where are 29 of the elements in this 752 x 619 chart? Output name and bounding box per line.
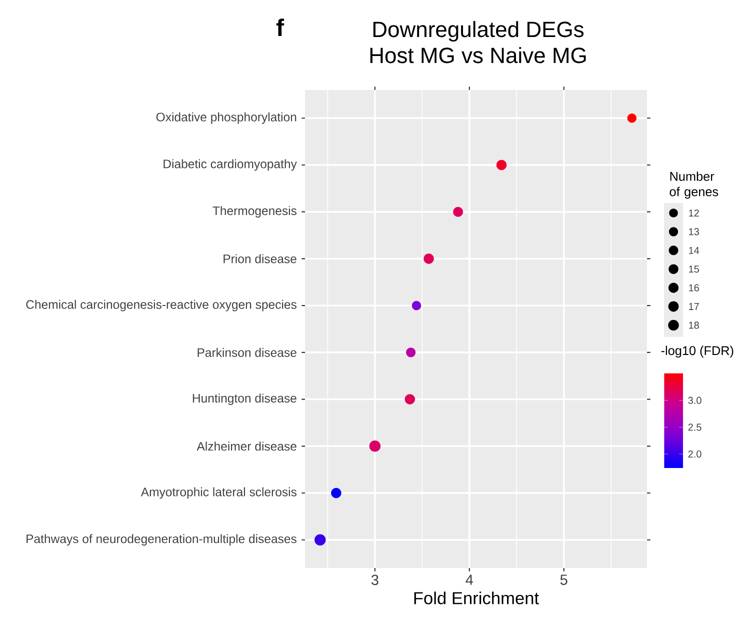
x-tick-label: 4 <box>466 574 474 585</box>
y-tick-label: Thermogenesis <box>212 206 296 218</box>
legend-label: 14 <box>689 246 700 254</box>
text: f <box>276 18 284 36</box>
x-axis-title: Fold Enrichment <box>414 592 539 604</box>
color-bar-label: 2.5 <box>688 424 702 431</box>
y-tick-label: Diabetic cardiomyopathy <box>164 159 297 171</box>
color-bar-label: 3.0 <box>688 396 702 404</box>
y-tick-label: Prion disease <box>224 254 296 264</box>
chart-title: Downregulated DEGs <box>373 21 584 42</box>
x-tick-label: 5 <box>560 574 568 585</box>
x-tick-label: 3 <box>371 574 378 586</box>
color-bar-label: 2.0 <box>688 450 702 458</box>
legend-label: 15 <box>689 266 699 273</box>
y-tick-label: Pathways of neurodegeneration-multiple diseases <box>26 534 296 546</box>
y-tick-label: Amyotrophic lateral sclerosis <box>140 487 296 499</box>
y-tick-label: Huntington disease <box>192 394 296 406</box>
legend-label: 18 <box>689 322 699 329</box>
y-tick-label: Parkinson disease <box>198 348 296 357</box>
legend-label: 12 <box>689 210 699 216</box>
legend-label: 17 <box>689 303 699 310</box>
y-tick-label: Alzheimer disease <box>196 442 296 451</box>
y-tick-label: Chemical carcinogenesis-reactive oxygen species <box>26 300 296 312</box>
y-tick-label: Oxidative phosphorylation <box>156 112 296 124</box>
legend-title: Number of genes <box>670 172 718 199</box>
color-bar-title: -log10 (FDR) <box>661 346 734 358</box>
legend-label: 13 <box>689 228 699 236</box>
legend-label: 16 <box>689 284 699 292</box>
chart-subtitle: Host MG vs Naive MG <box>370 47 586 64</box>
